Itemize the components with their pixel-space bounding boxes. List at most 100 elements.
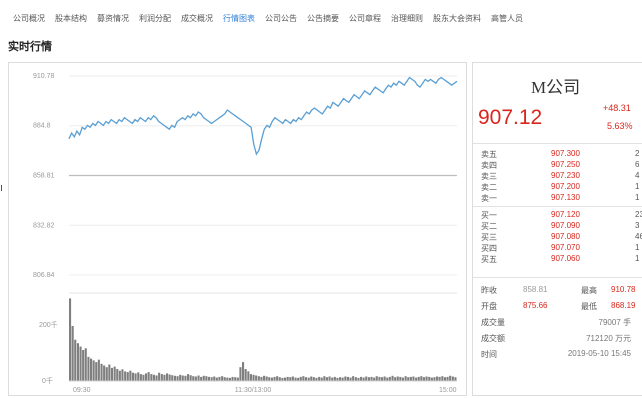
tab-4[interactable]: 成交概况	[181, 14, 213, 23]
volume-bar	[92, 360, 95, 381]
buy-4-volume: 1	[635, 243, 640, 252]
volume-bar	[284, 377, 287, 381]
tab-7[interactable]: 公告摘要	[307, 14, 339, 23]
volume-bar	[362, 377, 365, 381]
low-label: 最低	[581, 302, 597, 311]
volume-bar	[215, 377, 218, 381]
volume-bar	[312, 377, 315, 381]
volume-bar	[84, 348, 87, 381]
volume-bar	[158, 372, 161, 381]
volume-bar	[118, 370, 121, 381]
price-line	[68, 76, 458, 156]
volume-bar	[268, 377, 271, 381]
volume-bar	[110, 367, 113, 381]
volume-bar	[304, 377, 307, 381]
volume-bar	[90, 358, 93, 381]
intraday-chart[interactable]: 910.78 884.8 858.81 832.82 806.84 200千 0千 09:30…	[9, 63, 466, 395]
volume-bar	[375, 376, 378, 381]
volume-bar	[100, 363, 103, 381]
volume-bar	[339, 377, 342, 381]
volume-bar	[113, 366, 116, 381]
tab-6[interactable]: 公司公告	[265, 14, 297, 23]
volume-value: 79007 手	[598, 318, 631, 327]
volume-bar	[197, 375, 200, 381]
tab-9[interactable]: 治理细则	[391, 14, 423, 23]
volume-bar	[228, 377, 231, 381]
volume-bar	[331, 377, 334, 381]
sell-5-volume: 2	[635, 149, 640, 158]
volume-bar	[239, 367, 242, 381]
volume-bar	[438, 376, 441, 381]
buy-1-label: 买一	[481, 211, 497, 220]
x-tick-label: 11:30/13:00	[235, 387, 272, 394]
amount-value: 712120 万元	[586, 334, 631, 343]
volume-bar	[420, 376, 423, 381]
volume-bar	[187, 374, 190, 381]
volume-bar	[221, 376, 224, 381]
volume-bar	[336, 377, 339, 381]
volume-bar	[417, 376, 420, 381]
tab-2[interactable]: 募资情况	[97, 14, 129, 23]
volume-bar	[383, 376, 386, 381]
volume-bar	[328, 376, 331, 381]
volume-bar	[323, 376, 326, 381]
volume-bar	[226, 377, 229, 381]
order-book-row: 买五 907.060 1	[473, 254, 642, 265]
volume-bar	[399, 376, 402, 381]
volume-bar	[194, 376, 197, 381]
tab-10[interactable]: 股东大会资料	[433, 14, 481, 23]
order-book-row: 买一 907.120 23	[473, 210, 642, 221]
volume-bar	[367, 377, 370, 381]
buy-1-volume: 23	[635, 210, 642, 219]
order-book-row: 卖一 907.130 1	[473, 193, 642, 204]
volume-bar	[242, 362, 245, 381]
volume-bar	[297, 377, 300, 381]
volume-bar	[449, 375, 452, 381]
volume-bar	[433, 377, 436, 381]
volume-bar	[291, 376, 294, 381]
volume-bar	[74, 339, 77, 381]
buy-4-label: 买四	[481, 244, 497, 253]
volume-bar	[163, 374, 166, 381]
volume-bar	[289, 377, 292, 381]
volume-bar	[181, 375, 184, 381]
volume-bar	[341, 377, 344, 381]
volume-bar	[404, 376, 407, 381]
volume-bar	[249, 374, 252, 381]
volume-bar	[430, 377, 433, 381]
volume-bar	[388, 376, 391, 381]
volume-bar	[179, 374, 182, 381]
volume-bar	[391, 375, 394, 381]
tab-0[interactable]: 公司概况	[13, 14, 45, 23]
volume-bar	[166, 373, 169, 381]
volume-bar	[441, 376, 444, 381]
x-tick-label: 15:00	[439, 387, 457, 394]
sell-4-volume: 6	[635, 160, 640, 169]
buy-2-price: 907.090	[551, 221, 580, 230]
volume-bar	[160, 374, 163, 381]
order-book-row: 买四 907.070 1	[473, 243, 642, 254]
volume-bar	[176, 376, 179, 381]
tab-8[interactable]: 公司章程	[349, 14, 381, 23]
volume-bar	[152, 374, 155, 381]
volume-bar	[373, 377, 376, 381]
volume-bar	[273, 376, 276, 381]
volume-bar	[307, 377, 310, 381]
volume-bar	[325, 377, 328, 381]
page-title: 实时行情	[8, 41, 52, 53]
buy-3-label: 买三	[481, 233, 497, 242]
tab-11[interactable]: 高管人员	[491, 14, 523, 23]
tab-5[interactable]: 行情图表	[223, 14, 255, 23]
tab-3[interactable]: 利润分配	[139, 14, 171, 23]
buy-4-price: 907.070	[551, 243, 580, 252]
order-book-row: 买三 907.080 46	[473, 232, 642, 243]
volume-bar	[454, 377, 457, 381]
sell-2-price: 907.200	[551, 182, 580, 191]
tab-bar: 公司概况 股本结构 募资情况 利润分配 成交概况 行情图表 公司公告 公告摘要 公司章程 治理细则…	[8, 13, 528, 27]
volume-bar	[412, 376, 415, 381]
sell-3-price: 907.230	[551, 171, 580, 180]
divider	[473, 143, 642, 144]
volume-bar	[255, 375, 258, 381]
tab-1[interactable]: 股本结构	[55, 14, 87, 23]
sell-1-label: 卖一	[481, 194, 497, 203]
